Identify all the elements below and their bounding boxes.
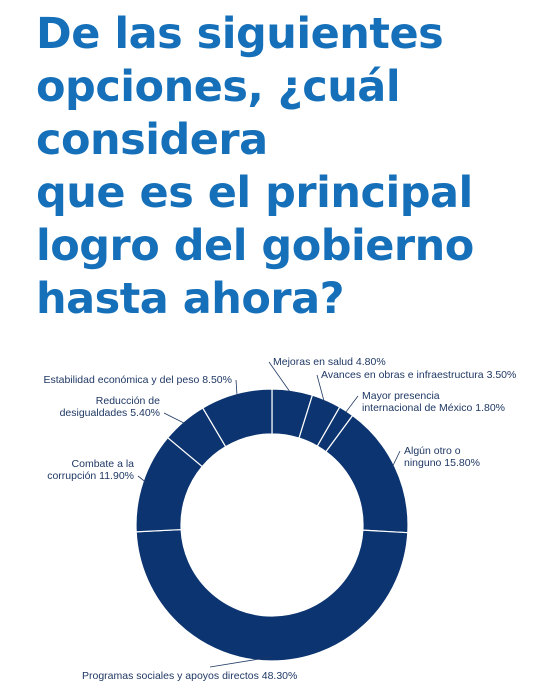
slice-label-line: Mayor presencia [362, 390, 440, 402]
slice-label: Mejoras en salud 4.80% [273, 356, 386, 368]
slice-label-line: Estabilidad económica y del peso 8.50% [43, 374, 232, 386]
slice-label-line: Avances en obras e infraestructura 3.50% [321, 369, 516, 381]
leader-line [316, 374, 326, 405]
slice-label-line: Reducción de [96, 395, 160, 407]
slice-label-line: internacional de México 1.80% [362, 402, 505, 414]
leader-line [163, 412, 187, 425]
leader-line [268, 361, 293, 395]
slice-label: Mayor presencia internacional de México 1… [362, 390, 505, 414]
title-line: que es el principal [36, 168, 473, 218]
slice-label: Combate a la corrupción 11.90% [47, 458, 134, 482]
leader-line [391, 450, 401, 469]
title-line: opciones, ¿cuál [36, 62, 401, 112]
leader-line [209, 656, 272, 668]
title-line: considera [36, 115, 268, 165]
leader-line [235, 379, 238, 398]
slice-label-line: desigualdades 5.40% [60, 407, 160, 419]
leader-line [137, 475, 148, 484]
slice-label-line: Algún otro o [404, 445, 461, 457]
title-line: De las siguientes [36, 9, 444, 59]
slice-label-line: Combate a la [72, 458, 135, 470]
title-line: logro del gobierno [36, 221, 474, 271]
slice-label: Reducción de desigualdades 5.40% [60, 395, 161, 419]
slice-label: Estabilidad económica y del peso 8.50% [43, 374, 232, 386]
slice-label: Avances en obras e infraestructura 3.50% [321, 369, 516, 381]
slice-label-line: Programas sociales y apoyos directos 48.… [82, 670, 297, 682]
title-line: hasta ahora? [36, 274, 345, 324]
page-title: De las siguientes opciones, ¿cuál consid… [36, 8, 526, 326]
slice-label: Programas sociales y apoyos directos 48.… [82, 670, 297, 682]
donut-slice [201, 388, 273, 448]
slice-label-line: Mejoras en salud 4.80% [273, 356, 386, 368]
donut-chart: Mejoras en salud 4.80%Avances en obras e… [43, 356, 516, 682]
slice-label-line: corrupción 11.90% [47, 470, 134, 482]
leader-line [343, 395, 359, 415]
slice-label-line: ninguno 15.80% [404, 457, 480, 469]
donut-slice [135, 528, 409, 662]
slice-label: Algún otro o ninguno 15.80% [404, 445, 480, 469]
